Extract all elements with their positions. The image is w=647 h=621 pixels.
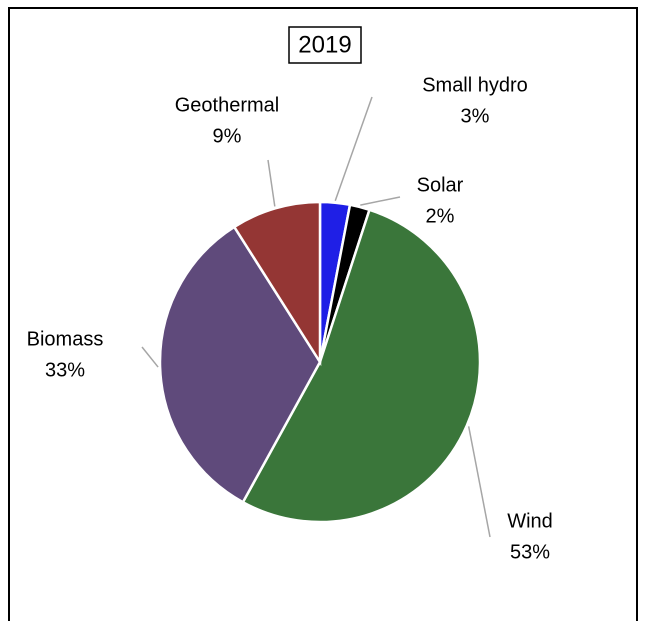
slice-value-label: 2% [426,205,455,227]
slice-label: Biomass [27,328,104,350]
leader-line [360,196,401,206]
slice-value-label: 53% [510,541,550,563]
chart-title: 2019 [298,31,351,58]
slice-value-label: 3% [461,105,490,127]
pie-slice [232,200,322,367]
pie-slice [158,225,322,504]
chart-frame [8,7,638,621]
leader-line [267,159,276,207]
slice-label: Solar [417,174,464,196]
slice-label: Small hydro [422,74,528,96]
leader-line [141,346,159,368]
slice-label: Geothermal [175,94,280,116]
title-box [288,26,362,64]
pie-slice [241,208,482,524]
slice-value-label: 33% [45,359,85,381]
leader-line [467,426,491,538]
slice-label: Wind [507,510,553,532]
slice-value-label: 9% [213,125,242,147]
leader-line [334,96,373,201]
